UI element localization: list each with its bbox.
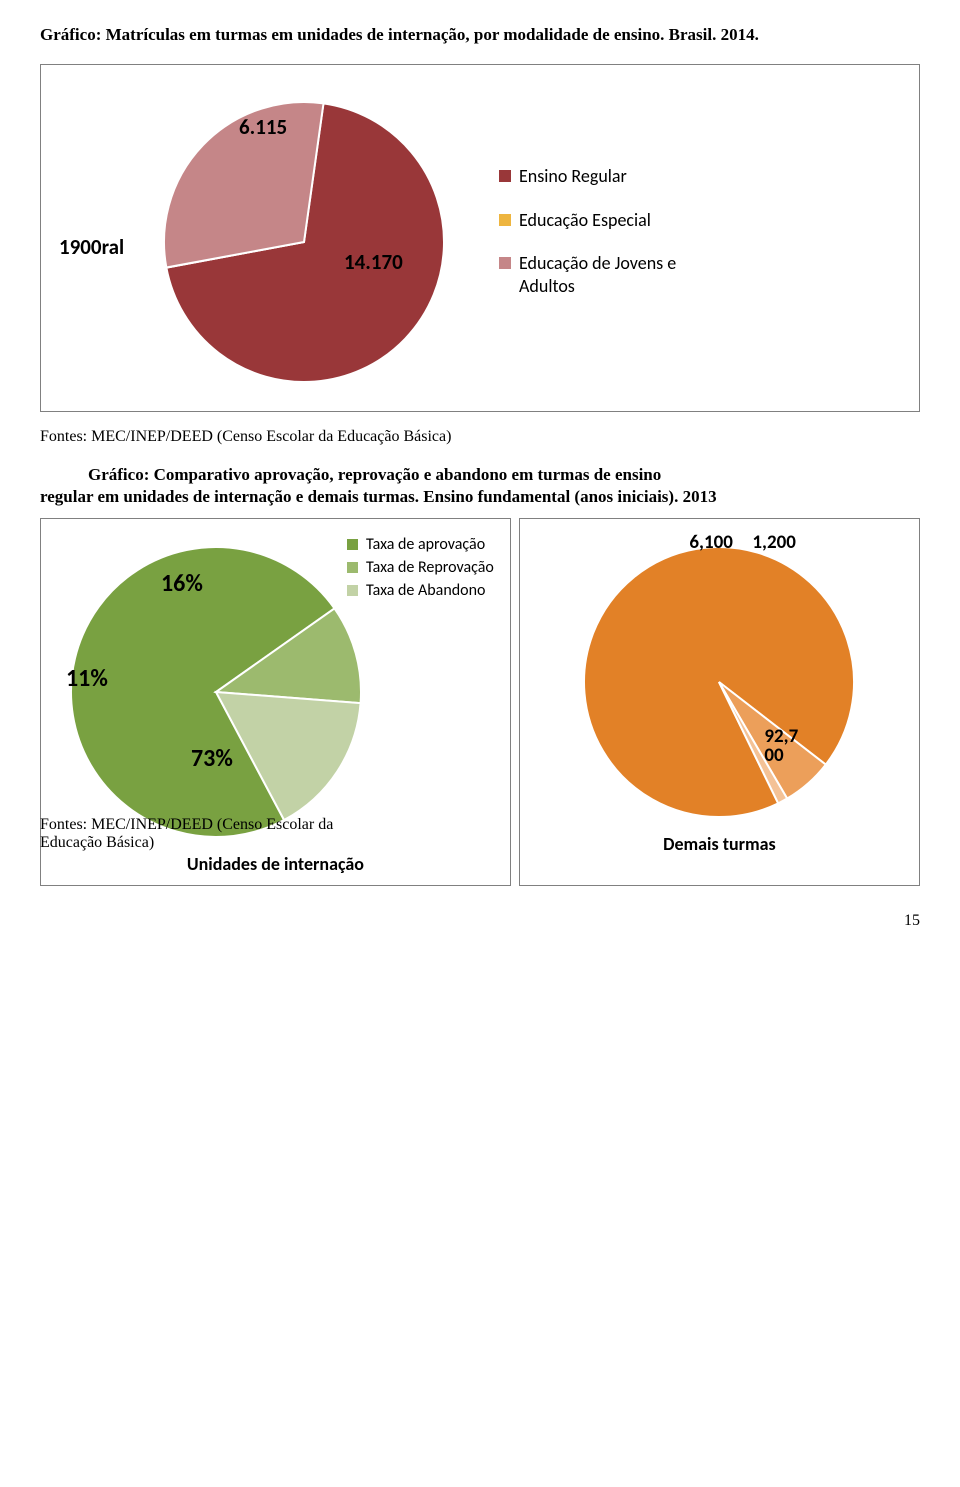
- chart1-box: 14.1701900ral6.115 Ensino RegularEducaçã…: [40, 64, 920, 412]
- legend-label: Taxa de aprovação: [366, 535, 485, 554]
- legend-label: Educação de Jovens e Adultos: [519, 252, 709, 299]
- data-label: 6.115: [239, 117, 287, 138]
- legend-label: Ensino Regular: [519, 165, 627, 188]
- chart3-caption: Demais turmas: [540, 833, 899, 855]
- source1: Fontes: MEC/INEP/DEED (Censo Escolar da …: [40, 428, 920, 446]
- chart1-legend: Ensino Regular Educação Especial Educação …: [499, 165, 709, 319]
- data-label: 1900ral: [59, 237, 124, 258]
- data-label: 73%: [191, 747, 233, 771]
- data-label: 14.170: [344, 252, 403, 273]
- legend-item: Educação de Jovens e Adultos: [499, 252, 709, 299]
- chart1-pie: 14.1701900ral6.115: [149, 87, 459, 397]
- legend-label: Taxa de Abandono: [366, 581, 485, 600]
- legend-swatch: [499, 170, 511, 182]
- source2: Fontes: MEC/INEP/DEED (Censo Escolar da …: [40, 816, 370, 852]
- legend-swatch: [499, 214, 511, 226]
- data-label: 1,200: [752, 533, 795, 552]
- chart2-caption: Unidades de internação: [61, 853, 490, 875]
- subtitle-line1: Gráfico: Comparativo aprovação, reprovaç…: [40, 464, 920, 486]
- data-label: 6,100: [689, 533, 732, 552]
- chart3-box: 92,7 006,1001,200 Demais turmas: [519, 518, 920, 886]
- legend-label: Educação Especial: [519, 209, 651, 232]
- legend-item: Educação Especial: [499, 209, 709, 232]
- data-label: 16%: [161, 572, 203, 596]
- data-label: 92,7 00: [764, 727, 798, 765]
- chart3-pie: 92,7 006,1001,200: [574, 537, 864, 827]
- legend-swatch: [499, 257, 511, 269]
- legend-item: Ensino Regular: [499, 165, 709, 188]
- legend-label: Taxa de Reprovação: [366, 558, 494, 577]
- chart1-title: Gráfico: Matrículas em turmas em unidade…: [40, 24, 920, 46]
- chart2-title: Gráfico: Comparativo aprovação, reprovaç…: [40, 464, 920, 508]
- subtitle-line2: regular em unidades de internação e dema…: [40, 486, 920, 508]
- data-label: 11%: [66, 667, 108, 691]
- page-number: 15: [40, 912, 920, 930]
- chart2-pie: 73% 11% 16%: [61, 537, 371, 847]
